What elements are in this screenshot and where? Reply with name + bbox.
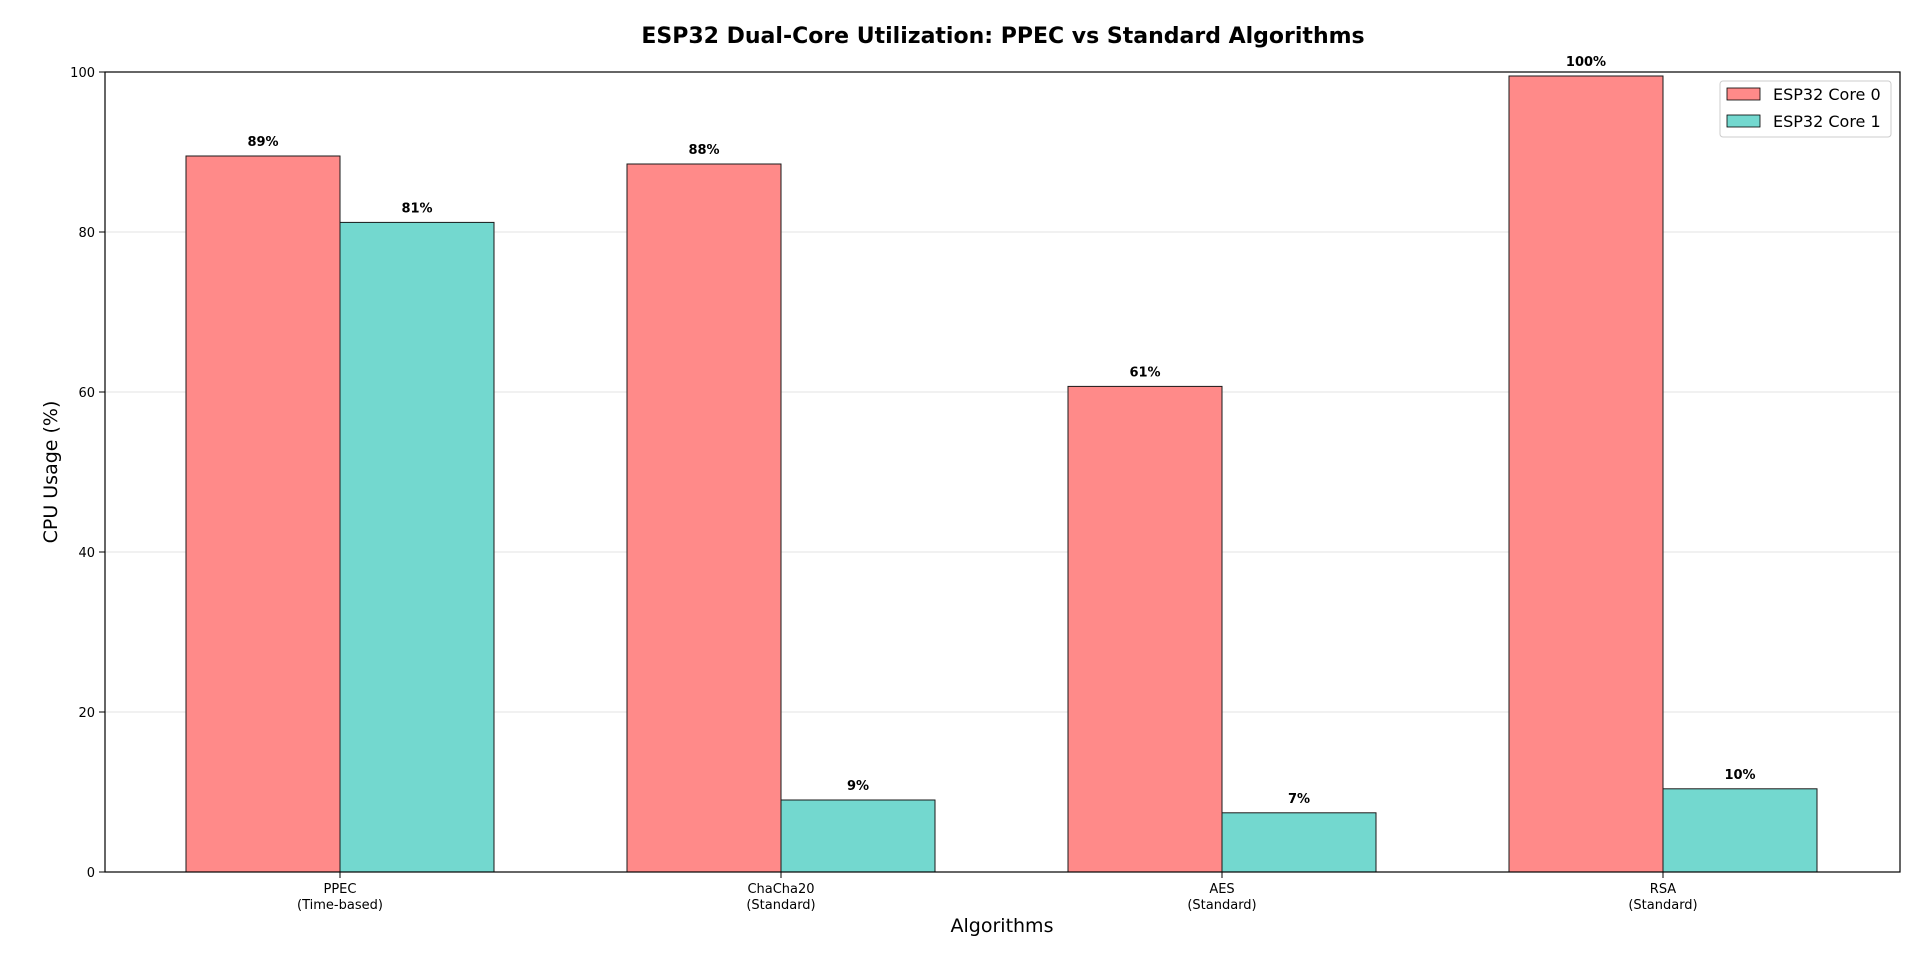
- data-label: 61%: [1129, 365, 1160, 380]
- data-label: 9%: [847, 779, 869, 794]
- y-tick-label: 0: [87, 866, 95, 881]
- x-axis: PPEC(Time-based)ChaCha20(Standard)AES(St…: [297, 872, 1698, 913]
- bars: [185, 75, 1818, 873]
- y-tick-label: 80: [78, 226, 95, 241]
- y-axis: 0 20 40 60 80 100: [70, 66, 105, 881]
- x-tick-label: PPEC: [324, 882, 357, 897]
- y-tick-label: 40: [78, 546, 95, 561]
- bar-esp32-core-0-aes: [1067, 385, 1223, 873]
- y-axis-title: CPU Usage (%): [40, 401, 62, 544]
- data-label: 89%: [247, 135, 278, 150]
- plot-area-frame: [104, 71, 1901, 873]
- y-tick-label: 20: [78, 706, 95, 721]
- x-axis-title: Algorithms: [951, 915, 1054, 937]
- x-tick-label: ChaCha20: [747, 882, 814, 897]
- x-tick-label: AES: [1209, 882, 1234, 897]
- legend-swatch-core-1: [1726, 114, 1761, 128]
- bar-esp32-core-0-chacha20: [626, 163, 782, 873]
- data-label: 7%: [1288, 792, 1310, 807]
- chart-title: ESP32 Dual-Core Utilization: PPEC vs Sta…: [641, 24, 1364, 49]
- legend-swatch-core-0: [1726, 87, 1761, 101]
- data-labels: 89% 81% 88% 9% 61% 7% 100% 10%: [247, 55, 1755, 807]
- x-tick-label: RSA: [1650, 882, 1677, 897]
- x-tick-label: (Standard): [1187, 898, 1256, 913]
- legend-label-core-0: ESP32 Core 0: [1773, 85, 1881, 104]
- legend-label-core-1: ESP32 Core 1: [1773, 112, 1881, 131]
- y-tick-label: 60: [78, 386, 95, 401]
- data-label: 100%: [1566, 55, 1606, 70]
- data-label: 10%: [1724, 768, 1755, 783]
- x-tick-label: (Standard): [746, 898, 815, 913]
- bar-esp32-core-0-ppec: [185, 155, 341, 873]
- legend: ESP32 Core 0 ESP32 Core 1: [1719, 80, 1892, 138]
- x-tick-label: (Time-based): [297, 898, 383, 913]
- bar-esp32-core-1-chacha20: [780, 799, 936, 873]
- x-tick-label: (Standard): [1628, 898, 1697, 913]
- bar-esp32-core-1-aes: [1221, 812, 1377, 873]
- y-tick-label: 100: [70, 66, 95, 81]
- data-label: 81%: [401, 201, 432, 216]
- bar-esp32-core-1-ppec: [339, 221, 495, 873]
- bar-esp32-core-1-rsa: [1662, 788, 1818, 873]
- bar-esp32-core-0-rsa: [1508, 75, 1664, 873]
- legend-box: [1719, 80, 1892, 138]
- data-label: 88%: [688, 143, 719, 158]
